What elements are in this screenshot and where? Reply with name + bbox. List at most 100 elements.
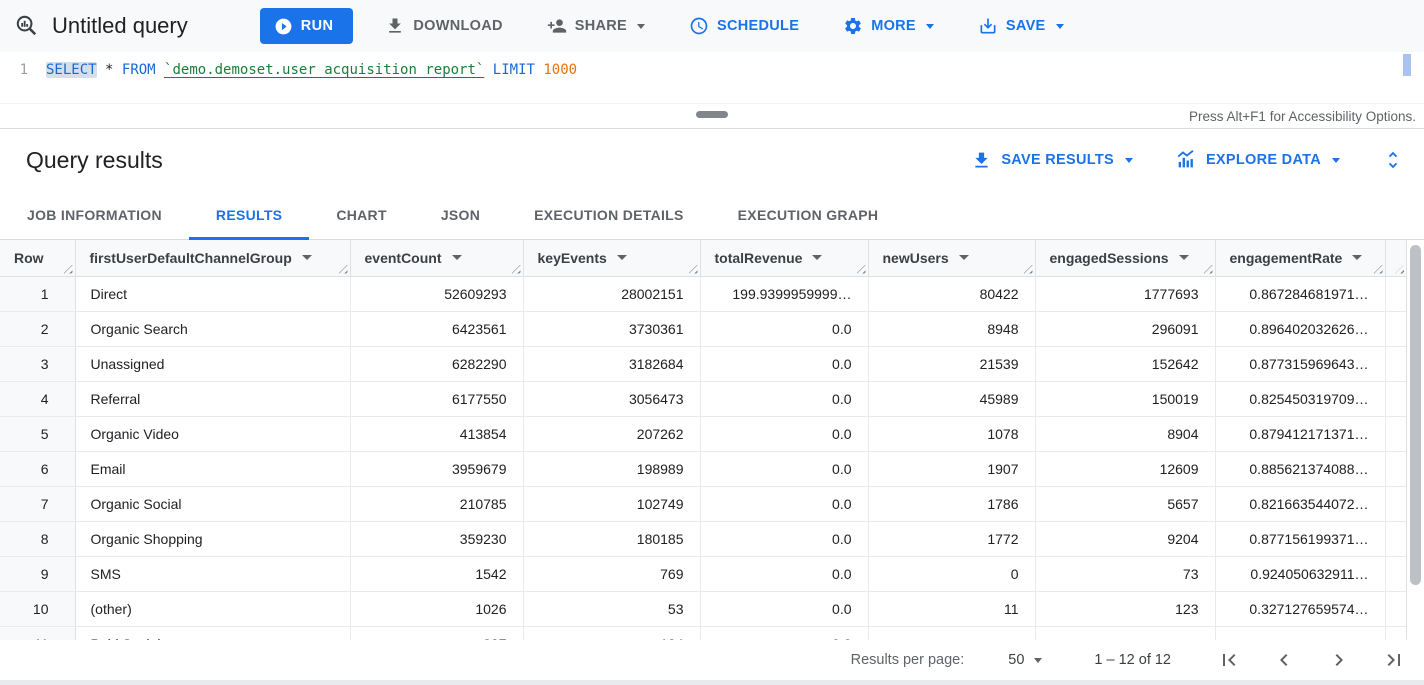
- cell: 8948: [868, 311, 1036, 347]
- cell-row-number: 6: [0, 451, 76, 487]
- table-scrollbar-thumb[interactable]: [1410, 245, 1421, 585]
- play-circle-icon: [274, 17, 293, 36]
- page-size-select[interactable]: 50: [1008, 652, 1043, 668]
- query-results-title: Query results: [26, 146, 163, 173]
- cell: Referral: [75, 381, 351, 417]
- sort-caret-icon[interactable]: [451, 255, 462, 261]
- cell: 5657: [1035, 486, 1216, 522]
- tab-execution-details[interactable]: EXECUTION DETAILS: [534, 207, 684, 223]
- next-page-button[interactable]: [1327, 648, 1351, 672]
- column-header-newusers[interactable]: newUsers: [868, 240, 1036, 277]
- column-resize-handle[interactable]: [511, 264, 521, 274]
- cell: 3730361: [523, 311, 701, 347]
- sort-caret-icon[interactable]: [616, 255, 627, 261]
- expand-results-button[interactable]: [1382, 149, 1404, 171]
- prev-page-button[interactable]: [1272, 648, 1296, 672]
- column-resize-handle[interactable]: [1203, 264, 1213, 274]
- run-button[interactable]: RUN: [259, 8, 354, 44]
- sort-caret-icon[interactable]: [301, 255, 312, 261]
- column-resize-handle[interactable]: [1373, 264, 1383, 274]
- cell: 6423561: [350, 311, 524, 347]
- explore-data-button[interactable]: EXPLORE DATA: [1175, 149, 1340, 171]
- cell-row-number: 8: [0, 521, 76, 557]
- sort-caret-icon[interactable]: [812, 255, 823, 261]
- schedule-button[interactable]: SCHEDULE: [685, 10, 803, 42]
- save-icon: [978, 16, 998, 36]
- cell: 0.0: [700, 311, 869, 347]
- column-header-keyevents[interactable]: keyEvents: [523, 240, 701, 277]
- cell: Email: [75, 451, 351, 487]
- cell: [1035, 626, 1216, 640]
- editor-scrollbar[interactable]: [1403, 54, 1411, 76]
- save-results-button[interactable]: SAVE RESULTS: [971, 150, 1133, 171]
- more-button[interactable]: MORE: [839, 10, 938, 42]
- cell: 1907: [868, 451, 1036, 487]
- tab-chart[interactable]: CHART: [336, 207, 387, 223]
- share-button[interactable]: SHARE: [543, 10, 649, 42]
- tab-json[interactable]: JSON: [440, 207, 481, 223]
- cell: 1026: [350, 591, 524, 627]
- cell-filler: [1385, 626, 1406, 640]
- cell-row-number: 4: [0, 381, 76, 417]
- column-resize-handle[interactable]: [63, 264, 73, 274]
- tab-execution-graph[interactable]: EXECUTION GRAPH: [737, 207, 879, 223]
- column-header-engagementrate[interactable]: engagementRate: [1215, 240, 1386, 277]
- column-resize-handle[interactable]: [1023, 264, 1033, 274]
- line-number: 1: [19, 62, 28, 78]
- cell-row-number: 3: [0, 346, 76, 382]
- sql-line[interactable]: SELECT * FROM `demo.demoset.user_acquisi…: [46, 60, 577, 103]
- tab-job-information[interactable]: JOB INFORMATION: [27, 207, 162, 223]
- cell: 207262: [523, 416, 701, 452]
- sort-caret-icon[interactable]: [1178, 255, 1189, 261]
- cell: 3182684: [523, 346, 701, 382]
- tab-results[interactable]: RESULTS: [188, 191, 310, 240]
- save-button[interactable]: SAVE: [974, 10, 1068, 42]
- cell: 198989: [523, 451, 701, 487]
- splitter-handle[interactable]: [696, 111, 728, 118]
- sql-editor[interactable]: 1 SELECT * FROM `demo.demoset.user_acqui…: [0, 52, 1424, 103]
- cell: 0.924050632911…: [1215, 556, 1386, 592]
- chevron-down-icon: [1124, 157, 1133, 163]
- cell-filler: [1385, 311, 1406, 347]
- last-page-button[interactable]: [1382, 648, 1406, 672]
- sort-caret-icon[interactable]: [1352, 255, 1363, 261]
- table-row: 1 Direct 52609293 28002151 199.9399959999… 80…: [0, 276, 1406, 312]
- results-per-page-label: Results per page:: [850, 652, 965, 668]
- gear-icon: [843, 16, 863, 36]
- cell: 180185: [523, 521, 701, 557]
- cell: [868, 626, 1036, 640]
- first-page-button[interactable]: [1217, 648, 1241, 672]
- cell-filler: [1385, 521, 1406, 557]
- sort-caret-icon[interactable]: [958, 255, 969, 261]
- cell: SMS: [75, 556, 351, 592]
- table-row: 9 SMS 1542 769 0.0 0 73 0.924050632911…: [0, 556, 1406, 592]
- results-table-wrap: Row firstUserDefaultChannelGroup eventCoun…: [0, 240, 1424, 640]
- table-row: 10 (other) 1026 53 0.0 11 123 0.327127659574…: [0, 591, 1406, 627]
- column-label: engagedSessions: [1049, 249, 1169, 266]
- table-scrollbar[interactable]: [1406, 240, 1424, 640]
- results-footer: Results per page: 50 1 – 12 of 12: [0, 640, 1424, 680]
- sql-token-keyword: LIMIT: [492, 62, 535, 78]
- results-table: Row firstUserDefaultChannelGroup eventCoun…: [0, 240, 1406, 640]
- cell: Paid Social: [75, 626, 351, 640]
- column-header-engagedsessions[interactable]: engagedSessions: [1035, 240, 1216, 277]
- column-label: Row: [14, 249, 44, 266]
- cell: Unassigned: [75, 346, 351, 382]
- column-header-firstuserdefaultchannelgroup[interactable]: firstUserDefaultChannelGroup: [75, 240, 351, 277]
- column-resize-handle[interactable]: [688, 264, 698, 274]
- cell: 123: [1035, 591, 1216, 627]
- column-header-totalrevenue[interactable]: totalRevenue: [700, 240, 869, 277]
- cell: 0.896402032626…: [1215, 311, 1386, 347]
- cell-row-number: 11: [0, 626, 76, 640]
- column-resize-handle[interactable]: [856, 264, 866, 274]
- chevron-left-icon: [1272, 648, 1296, 672]
- table-row: 5 Organic Video 413854 207262 0.0 1078 8904 0.8…: [0, 416, 1406, 452]
- column-resize-handle[interactable]: [1395, 264, 1404, 274]
- column-header-eventcount[interactable]: eventCount: [350, 240, 524, 277]
- cell: 9204: [1035, 521, 1216, 557]
- cell: 0.877315969643…: [1215, 346, 1386, 382]
- column-resize-handle[interactable]: [338, 264, 348, 274]
- download-button[interactable]: DOWNLOAD: [381, 10, 506, 42]
- cell-row-number: 2: [0, 311, 76, 347]
- cell: 0.327127659574…: [1215, 591, 1386, 627]
